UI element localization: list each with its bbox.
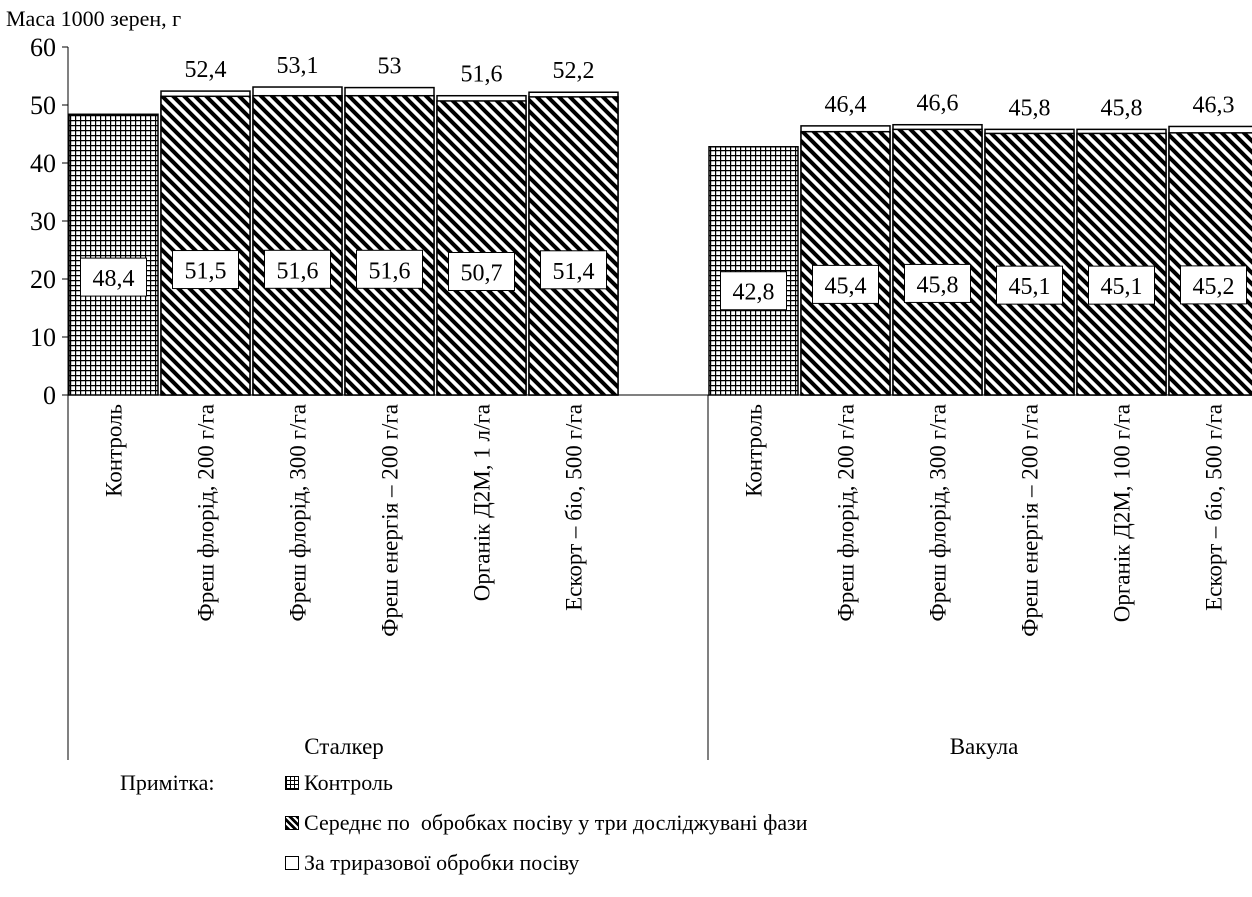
y-axis-title: Маса 1000 зерен, г [6, 6, 181, 31]
data-label-box [80, 257, 147, 297]
data-label-triple: 53 [378, 54, 402, 80]
bar-average [1076, 132, 1167, 396]
x-category-label: Контроль [102, 404, 127, 497]
x-category-label: Ескорт – біо, 500 г/га [1202, 404, 1227, 611]
legend-label-average: Середнє по обробках посіву у три дослідж… [304, 810, 808, 835]
data-label-average: 51,5 [185, 259, 227, 285]
bar-control [68, 113, 159, 396]
x-category-label: Фреш флорід, 300 г/га [286, 404, 311, 621]
x-category-label: Фреш флорід, 300 г/га [926, 404, 951, 621]
legend-label-control: Контроль [304, 770, 393, 795]
data-label-triple: 46,6 [917, 91, 959, 117]
legend-swatch-control [285, 776, 299, 790]
data-label-average: 45,8 [917, 272, 959, 298]
data-label-triple: 46,4 [825, 92, 867, 118]
bar-average [984, 132, 1075, 396]
data-label-box [812, 264, 879, 304]
legend-item-control: Контроль [285, 770, 393, 796]
group-label: Сталкер [304, 734, 384, 759]
data-label-box [1088, 265, 1155, 305]
data-label-triple: 52,4 [185, 57, 227, 83]
y-axis: 0 10 20 30 40 50 60 [30, 33, 69, 410]
x-category-label: Фреш енергія – 200 г/га [378, 404, 403, 637]
legend-note: Примітка: [120, 770, 215, 795]
y-tick-label: 20 [30, 265, 56, 294]
data-label-triple: 52,2 [553, 58, 595, 84]
x-category-label: Фреш флорід, 200 г/га [194, 404, 219, 621]
bar-average [800, 130, 891, 396]
data-label-average: 51,6 [277, 258, 319, 284]
legend-item-average: Середнє по обробках посіву у три дослідж… [285, 810, 808, 836]
x-category-label: Органік Д2М, 1 л/га [470, 404, 495, 601]
data-label-average: 48,4 [93, 266, 135, 292]
y-tick-label: 60 [30, 33, 56, 62]
x-category-label: Фреш енергія – 200 г/га [1018, 404, 1043, 637]
bar-control [708, 146, 799, 396]
bar-average [528, 96, 619, 396]
bar-average [436, 100, 527, 396]
data-label-box [996, 265, 1063, 305]
legend-swatch-triple [285, 856, 299, 870]
data-label-average: 51,4 [553, 259, 595, 285]
x-category-label: Ескорт – біо, 500 г/га [562, 404, 587, 611]
x-category-label: Органік Д2М, 100 г/га [1110, 404, 1135, 622]
data-label-box [904, 263, 971, 303]
bars: 48,4 51,5 52,4 51,6 53,1 51,6 53 50,7 51,6 51,4 52… [68, 53, 1252, 396]
data-label-box [172, 250, 239, 290]
data-label-box [356, 249, 423, 289]
x-category-label: Контроль [742, 404, 767, 497]
bar-average [1168, 132, 1252, 396]
data-label-average: 45,1 [1101, 274, 1143, 300]
y-tick-label: 50 [30, 91, 56, 120]
data-label-triple: 53,1 [277, 53, 319, 79]
data-label-box [448, 251, 515, 291]
data-label-box [720, 271, 787, 311]
y-tick-label: 30 [30, 207, 56, 236]
data-label-average: 45,4 [825, 273, 867, 299]
y-tick-label: 40 [30, 149, 56, 178]
data-label-average: 45,2 [1193, 274, 1235, 300]
y-tick-label: 0 [43, 381, 56, 410]
x-axis: Контроль Фреш флорід, 200 г/га Фреш флорід… [67, 394, 1252, 760]
data-label-triple: 45,8 [1009, 95, 1051, 121]
data-label-box [1180, 265, 1247, 305]
data-label-average: 50,7 [461, 260, 503, 286]
data-label-average: 45,1 [1009, 274, 1051, 300]
data-label-average: 42,8 [733, 280, 775, 306]
bar-average [892, 128, 983, 396]
x-category-label: Фреш флорід, 200 г/га [834, 404, 859, 621]
legend-swatch-average [285, 816, 299, 830]
legend-item-triple: За триразової обробки посіву [285, 850, 579, 876]
bar-average [252, 94, 343, 396]
data-label-box [540, 250, 607, 290]
bar-average [344, 94, 435, 396]
data-label-average: 51,6 [369, 258, 411, 284]
bar-average [160, 95, 251, 396]
data-label-triple: 51,6 [461, 62, 503, 88]
group-label: Вакула [950, 734, 1019, 759]
data-label-triple: 45,8 [1101, 95, 1143, 121]
data-label-box [264, 249, 331, 289]
legend-label-triple: За триразової обробки посіву [304, 850, 580, 875]
bar-chart: Маса 1000 зерен, г 0 10 20 30 40 50 60 48,4 51,… [6, 6, 1252, 760]
data-label-triple: 46,3 [1193, 92, 1235, 118]
y-tick-label: 10 [30, 323, 56, 352]
